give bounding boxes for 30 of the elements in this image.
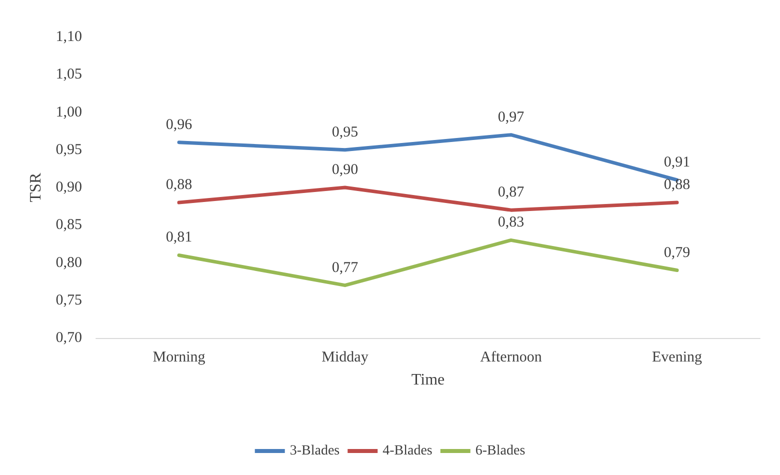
data-label: 0,90 <box>332 162 358 178</box>
data-label: 0,81 <box>166 230 192 246</box>
y-tick-label: 0,90 <box>56 180 82 196</box>
data-label: 0,79 <box>664 244 690 261</box>
y-tick-label: 0,80 <box>56 254 82 271</box>
y-tick-label: 0,95 <box>56 142 82 158</box>
data-label: 0,88 <box>166 177 192 194</box>
x-tick-label: Midday <box>322 350 369 366</box>
y-tick-label: 0,70 <box>56 330 82 346</box>
data-label: 0,87 <box>498 184 525 201</box>
data-label: 0,97 <box>498 109 525 126</box>
y-tick-label: 0,75 <box>56 292 82 308</box>
data-label: 0,77 <box>332 260 359 276</box>
x-axis-title: Time <box>411 372 445 388</box>
x-tick-label: Morning <box>152 350 206 366</box>
y-tick-label: 0,85 <box>56 217 82 234</box>
y-tick-label: 1,05 <box>56 66 82 83</box>
data-label: 0,95 <box>332 124 358 140</box>
x-tick-label: Afternoon <box>480 350 542 366</box>
data-label: 0,91 <box>664 154 690 170</box>
y-tick-label: 1,10 <box>56 29 82 45</box>
legend-label: 4-Blades <box>382 444 432 458</box>
legend-label: 3-Blades <box>290 444 340 458</box>
x-tick-label: Evening <box>652 350 702 366</box>
data-label: 0,83 <box>498 214 524 231</box>
y-tick-label: 1,00 <box>56 104 82 120</box>
data-label: 0,88 <box>664 177 690 194</box>
data-label: 0,96 <box>166 116 193 133</box>
legend-label: 6-Blades <box>475 444 526 458</box>
y-axis-title: TSR <box>28 172 44 202</box>
